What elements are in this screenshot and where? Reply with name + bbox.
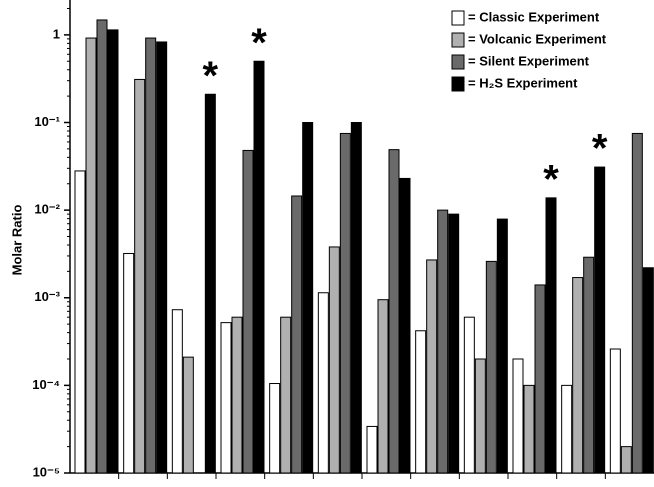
- legend-label: = Classic Experiment: [468, 9, 600, 24]
- annotation: *: [251, 21, 267, 65]
- bar: [377, 299, 389, 474]
- bar: [594, 166, 606, 474]
- bar: [561, 384, 573, 474]
- bar: [399, 177, 411, 474]
- bar: [317, 292, 329, 474]
- bar: [620, 446, 632, 474]
- y-tick-label: 10⁻³: [34, 289, 60, 304]
- bar: [463, 316, 475, 474]
- bar: [231, 316, 243, 474]
- annotation: *: [203, 54, 219, 98]
- bar: [134, 78, 146, 474]
- legend-swatch: [451, 10, 465, 26]
- bar: [291, 195, 303, 474]
- bar: [280, 316, 292, 474]
- bar: [328, 246, 340, 474]
- legend-label: = H₂S Experiment: [468, 75, 578, 90]
- bar: [350, 121, 362, 474]
- legend-swatch: [451, 32, 465, 48]
- y-tick-label: 10⁻²: [34, 202, 60, 217]
- bar: [182, 356, 194, 474]
- bar: [269, 383, 281, 474]
- bar: [85, 37, 97, 474]
- legend-swatch: [451, 54, 465, 70]
- bar: [631, 132, 643, 474]
- legend-label: = Volcanic Experiment: [468, 31, 607, 46]
- bar: [415, 330, 427, 474]
- bar: [512, 358, 524, 474]
- legend-swatch: [451, 76, 465, 92]
- annotation: *: [592, 127, 608, 171]
- bar: [496, 218, 508, 474]
- y-tick-label: 1: [53, 26, 60, 41]
- bar: [426, 259, 438, 474]
- y-axis-label: Molar Ratio: [9, 205, 24, 276]
- bar: [366, 425, 378, 474]
- bar: [156, 41, 168, 474]
- bar: [107, 29, 119, 474]
- bar: [145, 37, 157, 474]
- bar: [302, 121, 314, 474]
- y-tick-label: 10⁻⁴: [32, 377, 60, 392]
- bar: [448, 213, 460, 474]
- bar: [171, 309, 183, 474]
- y-tick-label: 10⁻⁵: [33, 464, 60, 479]
- bar: [572, 277, 584, 474]
- bar: [123, 252, 135, 474]
- annotation: *: [543, 157, 559, 201]
- bar: [74, 170, 86, 474]
- bar: [583, 256, 595, 474]
- bar: [204, 93, 216, 474]
- bar: [534, 284, 546, 474]
- bar: [485, 260, 497, 474]
- bar: [609, 348, 621, 474]
- bar: [339, 132, 351, 474]
- bar: [388, 149, 400, 474]
- bar: [523, 384, 535, 474]
- bar: [437, 209, 449, 474]
- bar: [242, 149, 254, 474]
- bar: [474, 358, 486, 474]
- bar: [642, 267, 654, 474]
- legend-label: = Silent Experiment: [468, 53, 590, 68]
- bar: [253, 60, 265, 474]
- bar: [96, 19, 108, 474]
- bar: [545, 197, 557, 474]
- y-tick-label: 10⁻¹: [34, 114, 60, 129]
- bar: [220, 322, 232, 474]
